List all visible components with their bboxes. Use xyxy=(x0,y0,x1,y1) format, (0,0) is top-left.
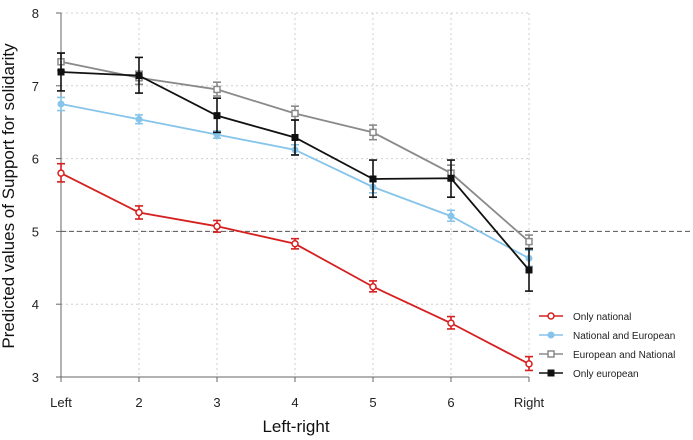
data-point xyxy=(57,68,65,76)
legend-marker xyxy=(547,350,555,358)
legend-marker xyxy=(547,331,555,339)
data-point xyxy=(135,208,143,217)
legend-item: European and National xyxy=(539,350,675,361)
y-tick-label: 6 xyxy=(32,152,39,167)
legend-label: Only national xyxy=(573,312,631,323)
data-point xyxy=(213,222,221,231)
legend: Only national National and European Europe… xyxy=(539,312,675,380)
x-tick-label: 3 xyxy=(213,395,220,410)
series-only-national xyxy=(57,162,533,372)
data-point xyxy=(369,282,377,291)
x-axis-title: Left-right xyxy=(262,417,329,436)
data-point xyxy=(135,72,143,80)
data-point xyxy=(57,100,65,108)
data-point xyxy=(291,240,299,248)
legend-item: Only national xyxy=(539,312,631,323)
data-point xyxy=(525,237,533,246)
data-point xyxy=(291,133,299,141)
data-point xyxy=(57,169,65,177)
data-point xyxy=(369,175,377,183)
data-point xyxy=(213,112,221,120)
x-tick-label: Right xyxy=(514,395,545,410)
legend-item: Only european xyxy=(539,369,639,380)
legend-marker xyxy=(547,312,555,320)
legend-item: National and European xyxy=(539,331,675,342)
legend-label: National and European xyxy=(573,331,675,342)
axes: 3 4 5 6 7 8 Left 2 3 4 5 6 Right xyxy=(32,6,693,410)
series-group xyxy=(57,52,533,372)
y-tick-label: 3 xyxy=(32,370,39,385)
x-tick-label: Left xyxy=(50,395,72,410)
data-point xyxy=(213,85,221,94)
data-point xyxy=(447,174,455,182)
y-axis-title: Predicted values of Support for solidari… xyxy=(0,43,18,349)
series-only-european xyxy=(57,52,533,292)
legend-label: Only european xyxy=(573,369,639,380)
legend-label: European and National xyxy=(573,350,675,361)
data-point xyxy=(525,360,533,368)
y-tick-label: 4 xyxy=(32,297,39,312)
data-point xyxy=(525,266,533,274)
y-tick-label: 7 xyxy=(32,79,39,94)
data-point xyxy=(135,115,143,123)
x-tick-label: 5 xyxy=(369,395,376,410)
y-tick-label: 8 xyxy=(32,6,39,21)
data-point xyxy=(447,212,455,220)
data-point xyxy=(369,128,377,137)
data-point xyxy=(291,109,299,118)
data-point xyxy=(447,319,455,327)
x-tick-label: 6 xyxy=(447,395,454,410)
x-tick-label: 2 xyxy=(135,395,142,410)
y-tick-label: 5 xyxy=(32,224,39,239)
legend-marker xyxy=(547,369,555,377)
x-tick-label: 4 xyxy=(291,395,298,410)
